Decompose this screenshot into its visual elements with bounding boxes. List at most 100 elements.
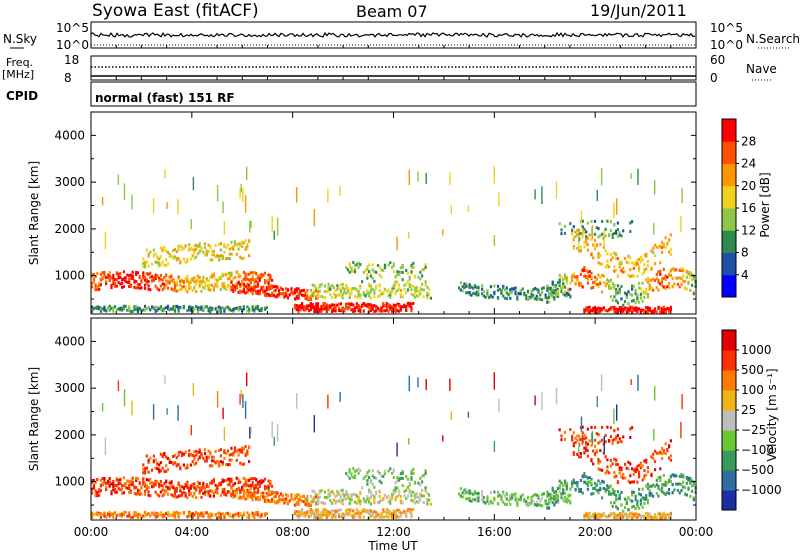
power-streak	[417, 171, 419, 182]
power-cell	[509, 291, 512, 295]
velocity-cell	[106, 512, 110, 516]
velocity-cell	[246, 515, 249, 519]
velocity-cell	[315, 516, 318, 519]
colorbar-tick-label: 1000	[741, 343, 772, 357]
velocity-cell	[623, 476, 627, 480]
power-cell	[669, 308, 672, 312]
velocity-cell	[489, 491, 492, 495]
power-cell	[375, 286, 378, 290]
velocity-cell	[424, 469, 427, 473]
velocity-cell	[271, 484, 274, 488]
power-cell	[179, 279, 182, 283]
power-cell	[110, 307, 113, 310]
velocity-cell	[135, 476, 138, 480]
power-cell	[585, 269, 588, 273]
velocity-cell	[226, 483, 230, 487]
power-cell	[625, 260, 628, 264]
velocity-cell	[643, 502, 646, 505]
velocity-cell	[403, 509, 406, 513]
power-cell	[389, 304, 392, 308]
power-cell	[316, 292, 320, 296]
power-cell	[309, 288, 312, 292]
velocity-cell	[380, 512, 383, 516]
power-cell	[149, 288, 152, 292]
power-cell	[322, 295, 325, 299]
power-cell	[152, 306, 155, 310]
velocity-cell	[380, 498, 383, 502]
power-cell	[91, 310, 94, 313]
velocity-cell	[609, 426, 612, 430]
velocity-cell	[151, 468, 154, 472]
velocity-cell	[221, 480, 224, 484]
power-cell	[265, 288, 268, 292]
velocity-cell	[195, 461, 198, 465]
power-cell	[159, 284, 162, 288]
power-cell	[412, 284, 415, 288]
power-cell	[244, 278, 247, 282]
velocity-cell	[198, 486, 201, 490]
velocity-cell	[108, 484, 111, 488]
velocity-cell	[309, 511, 312, 515]
velocity-cell	[205, 455, 208, 459]
velocity-cell	[297, 498, 300, 502]
velocity-cell	[459, 487, 462, 491]
velocity-colorbar-label: Velocity [m s⁻¹]	[765, 368, 779, 461]
power-cell	[627, 273, 630, 277]
velocity-cell	[323, 495, 327, 499]
velocity-cell	[668, 488, 671, 491]
power-cell	[459, 288, 462, 292]
velocity-streak	[327, 394, 329, 409]
velocity-cell	[346, 508, 350, 512]
velocity-cell	[103, 512, 106, 516]
velocity-cell	[653, 468, 657, 472]
velocity-cell	[214, 461, 217, 465]
velocity-cell	[242, 483, 245, 487]
velocity-cell	[251, 481, 254, 485]
velocity-cell	[366, 510, 369, 514]
velocity-cell	[368, 490, 371, 494]
velocity-cell	[616, 490, 619, 494]
velocity-cell	[593, 452, 597, 456]
power-streak	[581, 229, 584, 239]
power-cell	[650, 268, 653, 271]
power-cell	[325, 305, 328, 309]
velocity-cell	[634, 467, 637, 471]
power-cell	[117, 307, 120, 311]
power-cell	[541, 290, 544, 294]
velocity-cell	[636, 513, 639, 516]
velocity-cell	[516, 503, 519, 507]
velocity-cell	[147, 493, 150, 497]
velocity-cell	[106, 480, 110, 484]
power-cell	[313, 310, 316, 314]
velocity-cell	[408, 510, 411, 514]
velocity-cell	[117, 482, 120, 486]
power-cell	[391, 287, 394, 291]
velocity-cell	[122, 483, 125, 487]
power-cell	[263, 271, 267, 275]
velocity-cell	[184, 492, 187, 496]
velocity-cell	[281, 498, 284, 502]
velocity-cell	[346, 513, 350, 517]
velocity-cell	[496, 502, 500, 505]
power-cell	[620, 306, 623, 310]
power-cell	[373, 270, 376, 274]
velocity-cell	[251, 493, 254, 497]
power-cell	[311, 303, 314, 307]
velocity-cell	[251, 498, 254, 502]
velocity-cell	[331, 490, 334, 493]
velocity-cell	[91, 480, 94, 484]
power-cell	[353, 264, 357, 267]
velocity-cell	[380, 474, 383, 478]
velocity-cell	[405, 475, 408, 478]
velocity-cell	[406, 508, 410, 512]
power-cell	[237, 275, 240, 279]
power-cell	[334, 303, 337, 307]
power-cell	[489, 285, 492, 289]
velocity-cell	[253, 477, 256, 480]
velocity-cell	[671, 491, 674, 495]
power-cell	[103, 273, 106, 277]
power-cell	[544, 295, 547, 299]
power-cell	[283, 292, 286, 296]
velocity-cell	[216, 484, 219, 488]
velocity-cell	[606, 470, 609, 474]
